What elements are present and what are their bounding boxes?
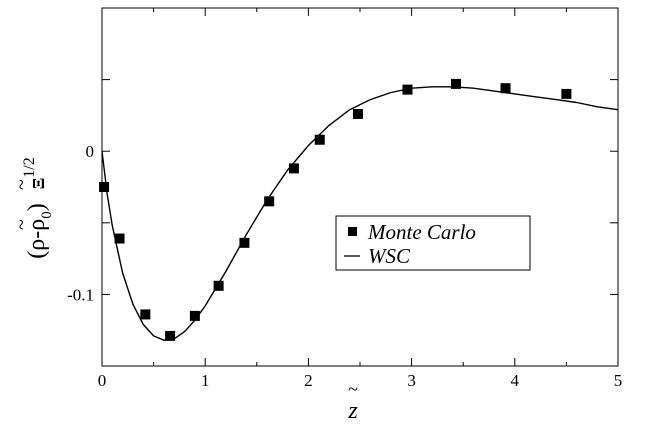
y-tick-label: -0.1: [67, 285, 94, 304]
data-point-monte-carlo: [264, 196, 275, 207]
y-axis-label-close: ): [24, 203, 50, 211]
data-point-monte-carlo: [402, 84, 413, 95]
y-axis-tilde-rho0: ~: [11, 179, 33, 190]
plot-area: 0 1 2 3 4 5 -0.1 0: [67, 7, 623, 390]
data-point-monte-carlo: [500, 83, 511, 94]
y-axis-label-factor: Ξ: [29, 178, 48, 190]
y-axis-tilde-rho: ~: [11, 219, 33, 230]
data-point-monte-carlo: [99, 182, 110, 192]
y-axis-label-exponent: 1/2: [21, 157, 38, 177]
series-line-wsc: [101, 86, 619, 341]
data-point-monte-carlo: [165, 330, 176, 341]
plot-frame: [101, 7, 619, 367]
data-point-monte-carlo: [288, 163, 299, 174]
data-point-monte-carlo: [314, 134, 325, 145]
data-point-monte-carlo: [450, 78, 461, 89]
legend-box: [335, 215, 531, 271]
x-tick-label: 0: [98, 371, 107, 390]
legend: Monte Carlo WSC: [335, 215, 531, 271]
y-axis-label: (ρ-ρ0) Ξ1/2 ~ ~: [11, 157, 55, 258]
x-axis-label-text: z: [347, 398, 358, 424]
legend-label-monte-carlo: Monte Carlo: [367, 220, 476, 244]
svg-text:(ρ-ρ0) Ξ1/2: (ρ-ρ0) Ξ1/2: [21, 157, 55, 258]
x-tick-label: 3: [407, 371, 416, 390]
data-point-monte-carlo: [114, 233, 125, 244]
y-tick-label: 0: [86, 142, 95, 161]
x-axis-label: ~ z: [347, 379, 358, 424]
x-tick-label: 5: [614, 371, 623, 390]
legend-label-wsc: WSC: [368, 244, 411, 268]
data-point-monte-carlo: [213, 280, 224, 291]
legend-marker-monte-carlo: [348, 227, 357, 236]
x-axis-tilde: ~: [348, 379, 358, 399]
y-axis-label-subscript: 0: [39, 211, 55, 219]
y-axis-label-main: (ρ-ρ: [24, 219, 50, 259]
data-point-monte-carlo: [140, 309, 151, 320]
data-point-monte-carlo: [189, 310, 200, 321]
x-tick-label: 2: [304, 371, 313, 390]
x-tick-label: 4: [511, 371, 520, 390]
data-point-monte-carlo: [352, 108, 363, 119]
x-tick-label: 1: [201, 371, 210, 390]
data-point-monte-carlo: [239, 237, 250, 248]
data-point-monte-carlo: [561, 88, 572, 99]
